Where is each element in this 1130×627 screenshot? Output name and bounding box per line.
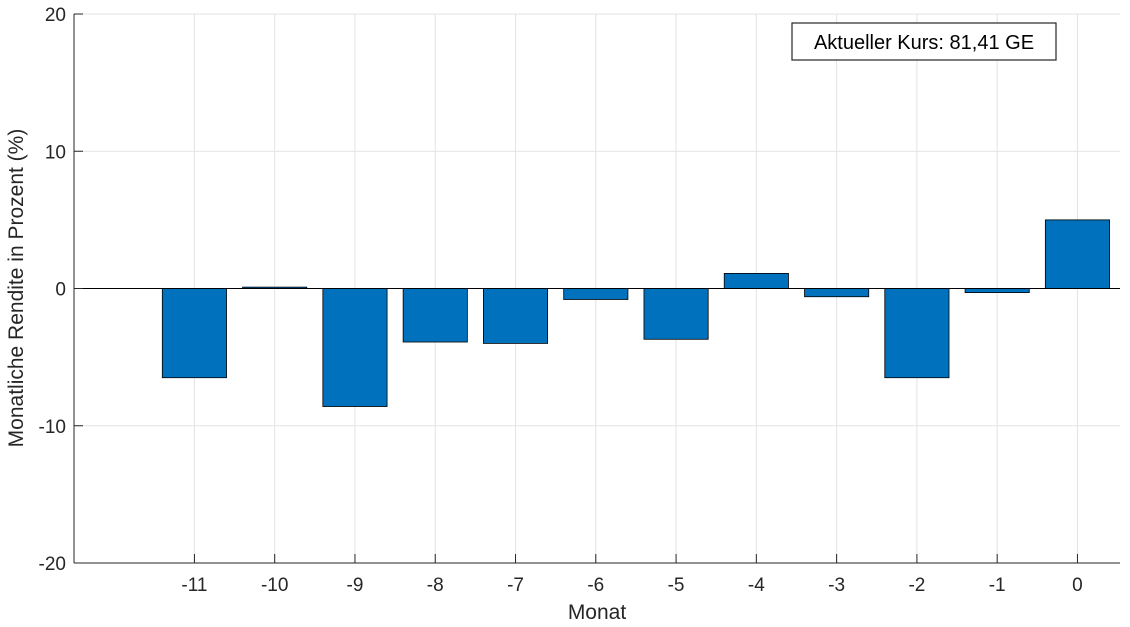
bar-6: [643, 288, 709, 340]
x-tick-label-8: -3: [828, 575, 845, 596]
y-tick-label-1: -10: [39, 417, 66, 438]
bar-8: [804, 288, 870, 298]
y-axis-label: Monatliche Rendite in Prozent (%): [5, 129, 28, 448]
bar-3: [402, 288, 468, 343]
annotation-box: Aktueller Kurs: 81,41 GE: [791, 22, 1057, 61]
x-tick-label-1: -10: [261, 575, 288, 596]
x-tick-label-2: -9: [347, 575, 364, 596]
bar-9: [884, 288, 950, 379]
y-tick-label-3: 10: [45, 142, 66, 163]
annotation-border: [791, 22, 1057, 61]
x-axis-label: Monat: [568, 601, 627, 624]
x-tick-label-10: -1: [989, 575, 1006, 596]
x-tick-label-9: -2: [908, 575, 925, 596]
bar-11: [1044, 219, 1110, 289]
annotation-text: Aktueller Kurs: 81,41 GE: [814, 32, 1034, 54]
x-tick-label-11: 0: [1072, 575, 1083, 596]
bar-10: [964, 288, 1030, 294]
bar-7: [723, 273, 789, 289]
bar-2: [322, 288, 388, 407]
y-tick-label-4: 20: [45, 5, 66, 26]
x-tick-label-0: -11: [181, 575, 207, 596]
bars: [161, 219, 1110, 407]
bar-4: [483, 288, 549, 344]
x-tick-label-4: -7: [507, 575, 524, 596]
x-tick-label-3: -8: [427, 575, 444, 596]
bar-0: [161, 288, 227, 379]
bar-5: [563, 288, 629, 300]
x-tick-label-7: -4: [748, 575, 765, 596]
axes: [73, 13, 1120, 564]
y-tick-label-2: 0: [55, 280, 66, 301]
x-tick-label-5: -6: [587, 575, 604, 596]
x-tick-label-6: -5: [668, 575, 685, 596]
y-tick-label-0: -20: [39, 554, 66, 575]
